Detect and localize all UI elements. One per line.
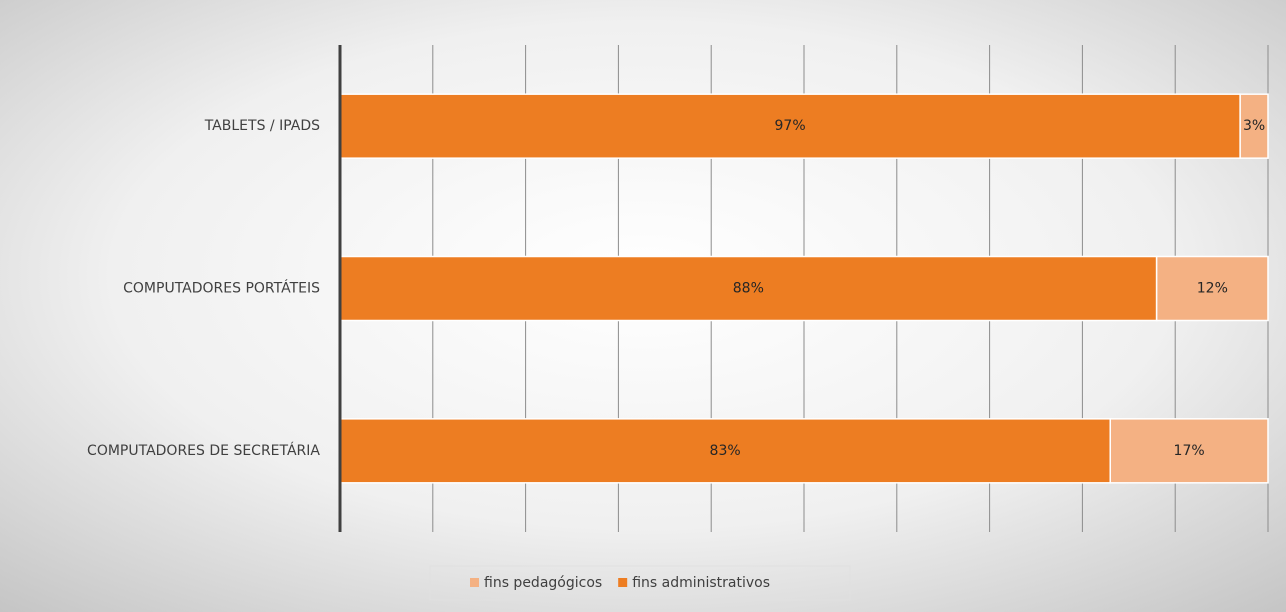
data-label: 97%: [775, 118, 806, 134]
data-label: 83%: [710, 443, 741, 459]
legend-swatch: [618, 578, 628, 587]
bar-segment: [339, 418, 1111, 484]
y-tick-label: TABLETS / IPADS: [204, 118, 320, 134]
y-tick-label: COMPUTADORES PORTÁTEIS: [123, 280, 320, 297]
legend: fins pedagógicos fins administrativos: [470, 575, 770, 591]
data-label: 17%: [1174, 443, 1205, 459]
legend-label: fins pedagógicos: [484, 575, 602, 591]
legend-box: [429, 565, 851, 601]
legend-swatch: [470, 578, 479, 587]
data-label: 3%: [1243, 118, 1265, 134]
bars: 97% 3% 88% 12% 83% 17%: [339, 93, 1269, 484]
bar-segment: [1239, 93, 1269, 159]
bar-segment: [339, 255, 1158, 322]
y-tick-label: COMPUTADORES DE SECRETÁRIA: [87, 442, 320, 459]
bar-segment: [1155, 255, 1269, 322]
bar-segment: [1109, 418, 1269, 484]
data-label: 88%: [733, 281, 764, 297]
legend-label: fins administrativos: [632, 575, 770, 591]
data-label: 12%: [1197, 281, 1228, 297]
